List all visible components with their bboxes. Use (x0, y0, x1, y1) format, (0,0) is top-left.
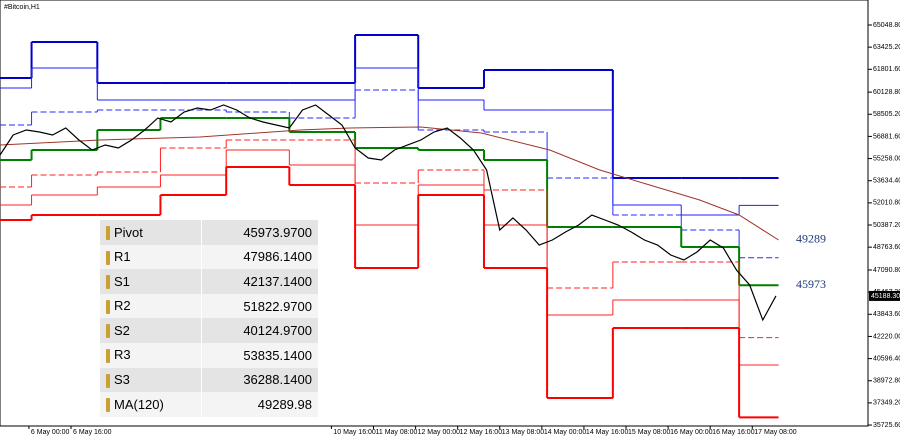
y-tick-label: 47090.80 (873, 267, 900, 274)
y-tick-label: 53634.40 (873, 178, 900, 185)
price-line (0, 104, 777, 322)
y-tick-label: 60128.80 (873, 89, 900, 96)
x-tick-label: 12 May 00:00 (418, 429, 461, 436)
y-tick-label: 42220.00 (873, 333, 900, 340)
cell-text: 42137.1400 (243, 273, 312, 289)
row-icon (106, 398, 110, 413)
x-tick-label: 12 May 16:00 (460, 429, 503, 436)
y-tick-label: 48763.60 (873, 244, 900, 251)
y-tick-label: 50387.20 (873, 222, 900, 229)
cell-text: Pivot (114, 224, 143, 240)
cell-text: 45973.9700 (243, 224, 312, 240)
level-value: 47986.1400 (200, 244, 318, 270)
cell-text: R2 (114, 298, 131, 314)
pivot-table: Pivot 45973.9700 R1 47986.1400 S1 42137.1400 R… (100, 220, 318, 417)
level-value: 36288.1400 (200, 367, 318, 393)
table-row: R1 47986.1400 (100, 244, 318, 270)
cell-text: 40124.9700 (243, 323, 312, 339)
row-icon (106, 226, 110, 241)
y-tick-label: 38972.80 (873, 378, 900, 385)
level-annotation: 45973 (796, 277, 826, 291)
x-tick-label: 14 May 00:00 (544, 429, 587, 436)
level-name: R1 (100, 244, 202, 270)
cell-text: S1 (114, 273, 130, 289)
x-tick-label: 14 May 16:00 (586, 429, 629, 436)
level-name: R3 (100, 342, 202, 368)
level-value: 53835.1400 (200, 342, 318, 368)
y-tick-label: 58505.20 (873, 111, 900, 118)
x-tick-label: 13 May 08:00 (502, 429, 545, 436)
level-value: 40124.9700 (200, 318, 318, 343)
level-annotation: 49289 (796, 232, 826, 246)
table-row: MA(120) 49289.98 (100, 392, 318, 417)
level-name: Pivot (100, 220, 202, 245)
last-price-label: 45188.30 (871, 293, 900, 300)
y-tick-label: 56881.60 (873, 133, 900, 140)
level-value: 45973.9700 (200, 220, 318, 245)
x-tick-label: 17 May 08:00 (754, 429, 797, 436)
level-name: S3 (100, 367, 202, 393)
cell-text: S2 (114, 322, 130, 338)
cell-text: 47986.1400 (243, 249, 312, 265)
x-tick-label: 16 May 16:00 (712, 429, 755, 436)
x-tick-label: 6 May 00:00 (31, 429, 70, 436)
y-tick-label: 65048.80 (873, 22, 900, 29)
y-tick-label: 55258.00 (873, 155, 900, 162)
cell-text: 49289.98 (257, 396, 312, 412)
table-row: S2 40124.9700 (100, 318, 318, 343)
x-tick-label: 11 May 08:00 (376, 429, 418, 436)
chart-title: #Bitcoin,H1 (4, 4, 40, 11)
x-tick-label: 16 May 00:00 (670, 429, 713, 436)
level-name: MA(120) (100, 392, 202, 417)
level-name: S1 (100, 269, 202, 294)
x-tick-label: 15 May 08:00 (628, 429, 671, 436)
cell-text: S3 (114, 372, 130, 388)
table-row: Pivot 45973.9700 (100, 220, 318, 245)
level-name: S2 (100, 318, 202, 343)
cell-text: R1 (114, 249, 131, 265)
table-row: R3 53835.1400 (100, 342, 318, 368)
row-icon (106, 324, 110, 339)
cell-text: 51822.9700 (243, 298, 312, 314)
y-tick-label: 61801.60 (873, 66, 900, 73)
level-value: 42137.1400 (200, 269, 318, 294)
table-row: S1 42137.1400 (100, 269, 318, 294)
level-value: 49289.98 (200, 392, 318, 417)
row-icon (106, 349, 110, 364)
y-tick-label: 43843.60 (873, 311, 900, 318)
cell-text: 53835.1400 (243, 347, 312, 363)
cell-text: R3 (114, 347, 131, 363)
y-tick-label: 35725.60 (873, 422, 900, 429)
last-price-box (869, 290, 900, 301)
table-row: R2 51822.9700 (100, 293, 318, 319)
cell-text: 36288.1400 (243, 372, 312, 388)
row-icon (106, 299, 110, 314)
table-row: S3 36288.1400 (100, 367, 318, 393)
y-tick-label: 40596.40 (873, 355, 900, 362)
y-tick-label: 37349.20 (873, 400, 900, 407)
y-tick-label: 63425.20 (873, 44, 900, 51)
row-icon (106, 373, 110, 388)
cell-text: MA(120) (114, 396, 164, 412)
ma-line (0, 126, 779, 241)
y-tick-label: 52010.80 (873, 200, 900, 207)
level-value: 51822.9700 (200, 293, 318, 319)
x-tick-label: 6 May 16:00 (73, 429, 112, 436)
x-tick-label: 10 May 16:00 (333, 429, 376, 436)
row-icon (106, 275, 110, 290)
level-name: R2 (100, 293, 202, 319)
row-icon (106, 250, 110, 265)
